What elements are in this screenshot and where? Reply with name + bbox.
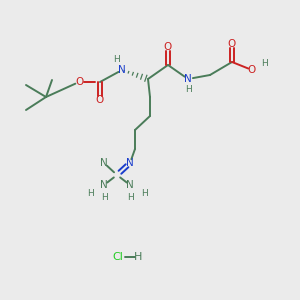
Text: H: H (184, 85, 191, 94)
Text: O: O (164, 42, 172, 52)
Text: O: O (248, 65, 256, 75)
Text: N: N (126, 158, 134, 168)
Text: H: H (141, 188, 147, 197)
Text: H: H (127, 193, 134, 202)
Text: H: H (134, 252, 142, 262)
Text: H: H (87, 188, 93, 197)
Text: N: N (118, 65, 126, 75)
Text: N: N (100, 158, 108, 168)
Text: O: O (75, 77, 83, 87)
Text: O: O (228, 39, 236, 49)
Text: H: H (262, 59, 268, 68)
Text: H: H (100, 193, 107, 202)
Text: H: H (112, 56, 119, 64)
Text: N: N (184, 74, 192, 84)
Text: N: N (126, 180, 134, 190)
Text: Cl: Cl (112, 252, 123, 262)
Text: N: N (100, 180, 108, 190)
Text: O: O (96, 95, 104, 105)
